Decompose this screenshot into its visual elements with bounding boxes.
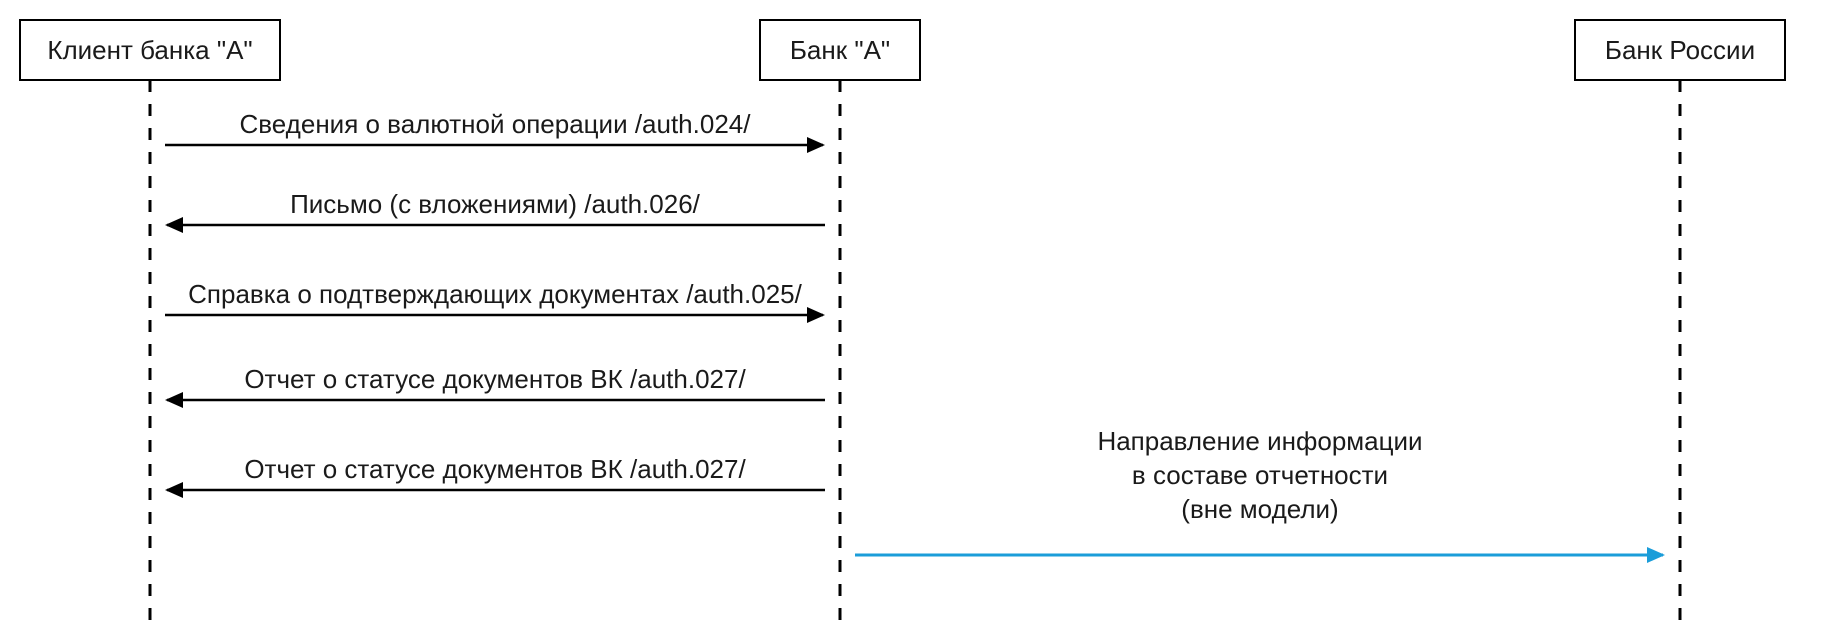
- message-label-1: Письмо (с вложениями) /auth.026/: [290, 189, 701, 219]
- participant-label-client: Клиент банка "А": [47, 35, 252, 65]
- message-label-0: Сведения о валютной операции /auth.024/: [240, 109, 752, 139]
- message-arrow-4: [165, 482, 183, 498]
- message-arrow-5: [1647, 547, 1665, 563]
- message-label-2: Справка о подтверждающих документах /aut…: [188, 279, 802, 309]
- message-arrow-0: [807, 137, 825, 153]
- participant-label-cbr: Банк России: [1605, 35, 1755, 65]
- message-label-5-line-1: в составе отчетности: [1132, 460, 1388, 490]
- message-label-4: Отчет о статусе документов ВК /auth.027/: [244, 454, 746, 484]
- message-arrow-3: [165, 392, 183, 408]
- message-arrow-1: [165, 217, 183, 233]
- message-label-5-line-0: Направление информации: [1097, 426, 1422, 456]
- message-arrow-2: [807, 307, 825, 323]
- message-label-5-line-2: (вне модели): [1181, 494, 1338, 524]
- participant-label-bankA: Банк "А": [790, 35, 890, 65]
- message-label-3: Отчет о статусе документов ВК /auth.027/: [244, 364, 746, 394]
